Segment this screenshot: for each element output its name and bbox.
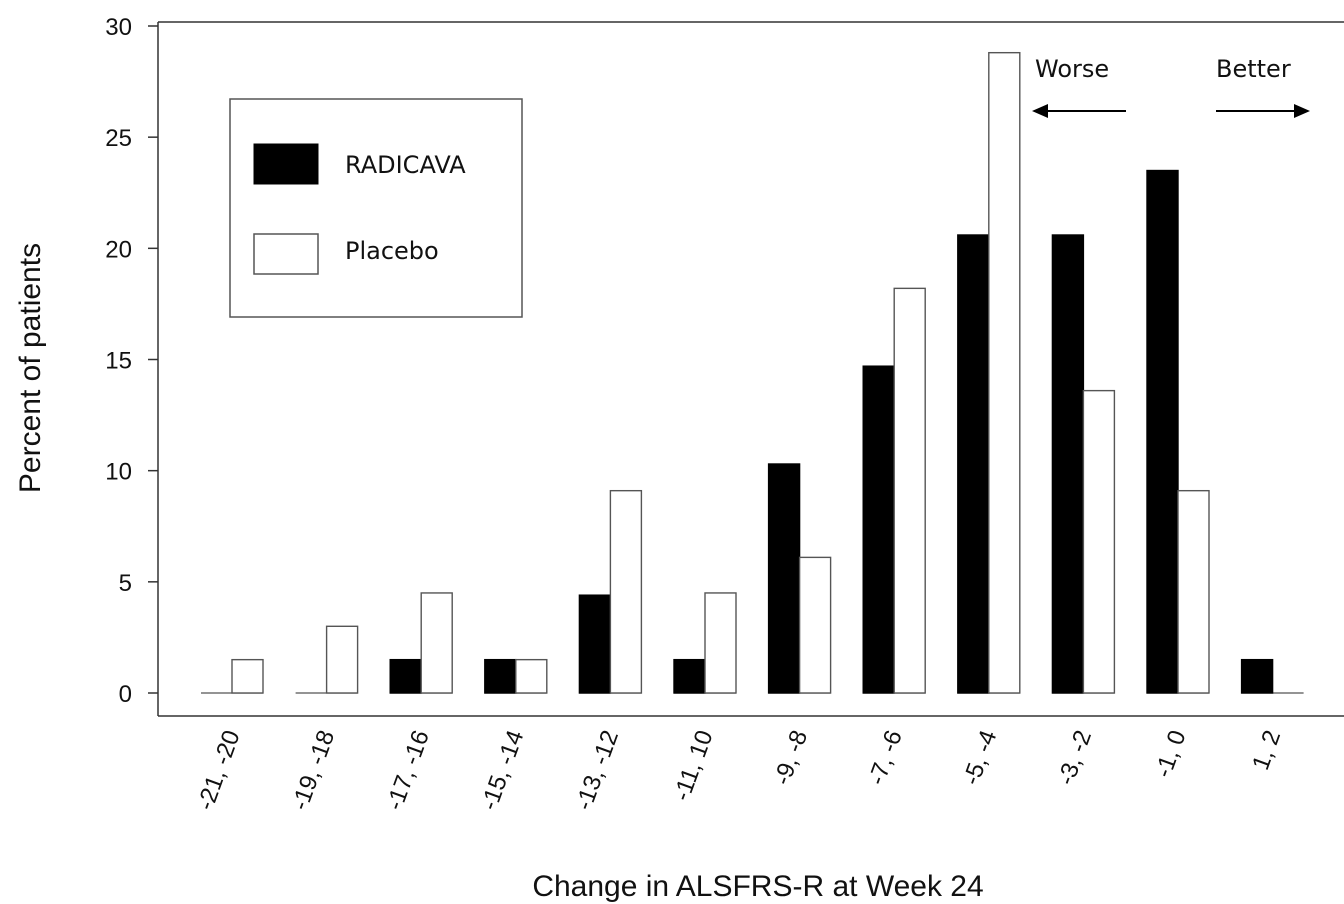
x-tick-label: -17, -16 <box>381 727 435 814</box>
bar-radicava-11 <box>1240 658 1274 694</box>
bar-placebo-4 <box>609 489 643 694</box>
legend-label-placebo: Placebo <box>345 237 439 265</box>
bar-placebo-9 <box>1082 389 1116 694</box>
y-tick-label: 15 <box>105 348 132 375</box>
bar-radicava-10 <box>1146 169 1179 694</box>
bar-placebo-1 <box>325 625 359 694</box>
right-arrow-icon <box>1216 104 1310 118</box>
x-tick-label: -9, -8 <box>769 727 814 789</box>
y-tick-label: 30 <box>105 14 132 41</box>
x-tick-label: -11, 10 <box>668 727 718 805</box>
bar-placebo-0 <box>231 658 264 694</box>
worse-label: Worse <box>1035 55 1109 83</box>
x-tick-label: -19, -18 <box>287 727 341 814</box>
bar-radicava-4 <box>578 594 612 694</box>
legend: RADICAVA Placebo <box>229 98 523 318</box>
better-label: Better <box>1216 55 1291 83</box>
bar-placebo-5 <box>704 592 737 694</box>
legend-label-radicava: RADICAVA <box>345 151 466 179</box>
x-tick-label: -15, -14 <box>476 727 530 814</box>
y-tick-label: 25 <box>105 125 132 152</box>
legend-swatch-radicava <box>253 143 319 185</box>
x-tick-label: -5, -4 <box>958 727 1003 789</box>
bar-placebo-8 <box>988 51 1021 694</box>
bar-radicava-9 <box>1051 234 1085 694</box>
bar-placebo-7 <box>893 287 926 694</box>
bar-radicava-5 <box>673 658 706 694</box>
y-tick-label: 20 <box>105 236 132 263</box>
y-tick-label: 5 <box>119 570 132 597</box>
bar-placebo-3 <box>515 658 548 694</box>
x-tick-label: -21, -20 <box>192 727 246 814</box>
bar-placebo-10 <box>1177 489 1210 694</box>
direction-annotations: Worse Better <box>1032 55 1310 118</box>
y-axis-title: Percent of patients <box>14 243 47 493</box>
bar-radicava-6 <box>767 463 801 694</box>
x-axis-tick-labels: -21, -20 -19, -18 -17, -16 -15, -14 -13, -12… <box>192 727 1286 814</box>
y-tick-label: 0 <box>119 681 132 708</box>
x-tick-label: -7, -6 <box>863 727 908 789</box>
x-axis-title: Change in ALSFRS-R at Week 24 <box>532 870 983 903</box>
x-tick-label: -1, 0 <box>1150 727 1192 781</box>
left-arrow-icon <box>1032 104 1126 118</box>
bars-group <box>201 51 1304 694</box>
y-tick-label: 10 <box>105 459 132 486</box>
bar-placebo-2 <box>420 592 453 694</box>
bar-radicava-3 <box>484 658 517 694</box>
x-tick-label: 1, 2 <box>1247 727 1286 774</box>
legend-swatch-placebo <box>253 233 319 275</box>
bar-radicava-8 <box>957 234 990 694</box>
bar-radicava-2 <box>389 658 422 694</box>
y-axis-ticks: 0 5 10 15 20 25 30 <box>105 14 158 708</box>
bar-placebo-6 <box>798 556 832 694</box>
x-tick-label: -13, -12 <box>570 727 624 814</box>
legend-box <box>229 98 523 318</box>
bar-radicava-7 <box>862 365 895 694</box>
x-tick-label: -3, -2 <box>1053 727 1098 789</box>
